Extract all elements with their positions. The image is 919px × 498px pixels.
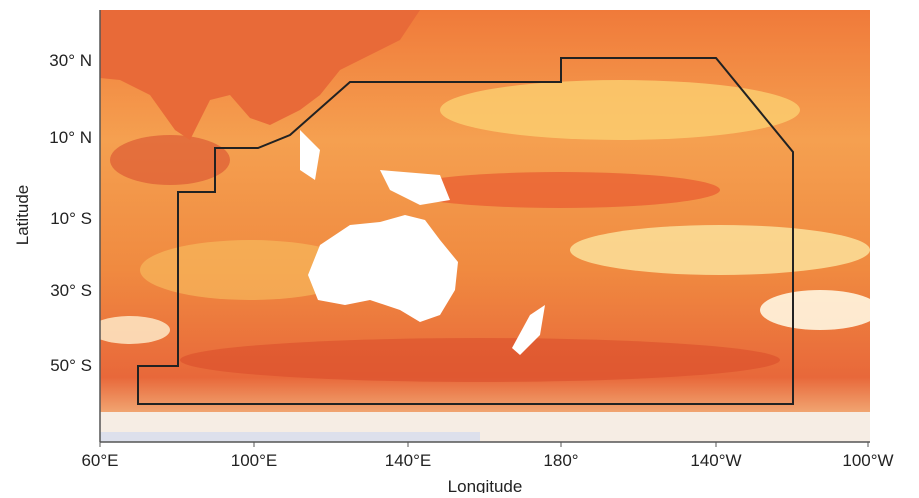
y-tick-label: 30° S: [50, 281, 92, 300]
x-tick-label: 180°: [543, 451, 578, 470]
heat-map: [100, 10, 870, 442]
y-tick-label: 10° N: [49, 128, 92, 147]
x-tick-label: 100°E: [231, 451, 278, 470]
y-tick-label: 50° S: [50, 356, 92, 375]
x-tick-label: 60°E: [81, 451, 118, 470]
y-tick-label: 30° N: [49, 51, 92, 70]
x-axis-label: Longitude: [448, 477, 523, 493]
region-boundary: [137, 57, 794, 405]
y-axis-label: Latitude: [13, 185, 32, 246]
y-tick-label: 10° S: [50, 209, 92, 228]
x-tick-label: 100°W: [842, 451, 893, 470]
x-tick-label: 140°W: [690, 451, 741, 470]
x-tick-label: 140°E: [385, 451, 432, 470]
